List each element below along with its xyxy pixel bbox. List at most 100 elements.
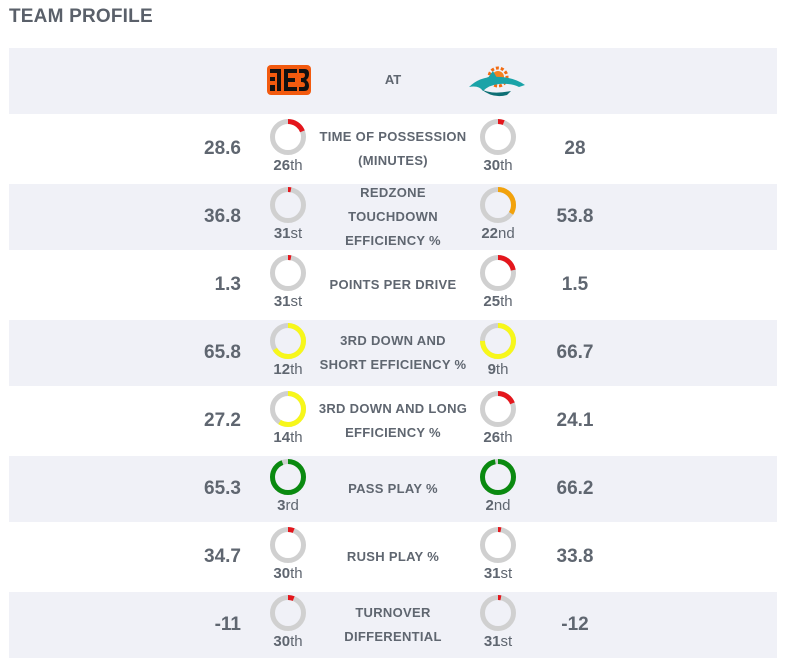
ring-fill [480, 323, 516, 359]
rank-suffix: st [500, 565, 513, 582]
home-stat-value: 24.1 [556, 410, 594, 431]
stat-label-text: REDZONE TOUCHDOWN EFFICIENCY % [345, 185, 441, 248]
stat-label-text: TURNOVER DIFFERENTIAL [344, 605, 442, 644]
rank-number: 31 [483, 633, 501, 650]
away-rank: 14th [258, 429, 318, 446]
stat-row: 34.7 30th 33.8 31st RUSH PLAY % [9, 524, 777, 592]
rank-suffix: th [500, 429, 513, 446]
rank-suffix: nd [498, 225, 515, 242]
stat-label: 3RD DOWN AND SHORT EFFICIENCY % [316, 320, 470, 386]
away-stat-value: 34.7 [204, 546, 241, 567]
home-rank: 31st [468, 565, 528, 582]
away-rank-ring [270, 255, 306, 291]
stat-label: POINTS PER DRIVE [316, 252, 470, 318]
ring-track [270, 255, 306, 291]
away-stat-value: 1.3 [214, 274, 241, 295]
rank-suffix: th [500, 157, 513, 174]
stat-label: 3RD DOWN AND LONG EFFICIENCY % [316, 388, 470, 454]
away-stat-value: 28.6 [204, 138, 241, 159]
stat-label: TURNOVER DIFFERENTIAL [316, 592, 470, 658]
rank-number: 26 [483, 429, 501, 446]
rank-number: 26 [273, 157, 291, 174]
away-rank: 30th [258, 565, 318, 582]
rank-number: 12 [273, 361, 291, 378]
dolphins-logo[interactable] [467, 65, 529, 104]
home-rank-ring [480, 119, 516, 155]
away-stat-value: 65.8 [204, 342, 241, 363]
ring-fill [480, 255, 516, 291]
ring-fill [480, 459, 516, 495]
home-rank-ring [480, 255, 516, 291]
stat-row: 65.3 3rd 66.2 2nd PASS PLAY % [9, 456, 777, 524]
rank-number: 22 [481, 225, 498, 242]
ring-track [480, 119, 516, 155]
home-stat-value: -12 [561, 614, 589, 635]
home-rank: 30th [468, 157, 528, 174]
ring-fill [480, 595, 516, 631]
home-stat-value: 1.5 [561, 274, 589, 295]
ring-fill [270, 323, 306, 359]
home-rank-ring [480, 187, 516, 223]
stat-label: TIME OF POSSESSION (MINUTES) [316, 116, 470, 182]
away-rank: 26th [258, 157, 318, 174]
away-rank-ring [270, 391, 306, 427]
away-rank: 12th [258, 361, 318, 378]
home-rank-ring [480, 323, 516, 359]
away-rank-ring [270, 187, 306, 223]
ring-fill [480, 527, 516, 563]
home-rank-ring [480, 527, 516, 563]
rank-number: 31 [483, 565, 501, 582]
away-rank-ring [270, 459, 306, 495]
rank-number: 14 [273, 429, 291, 446]
stat-label-text: 3RD DOWN AND SHORT EFFICIENCY % [319, 333, 467, 372]
rank-suffix: th [290, 361, 303, 378]
away-stat-value: 36.8 [204, 206, 241, 227]
rank-number: 30 [273, 633, 291, 650]
away-rank-ring [270, 527, 306, 563]
ring-track [480, 527, 516, 563]
stat-label-text: 3RD DOWN AND LONG EFFICIENCY % [318, 401, 468, 440]
ring-track [270, 527, 306, 563]
away-stat-value: 65.3 [204, 478, 241, 499]
home-rank-ring [480, 391, 516, 427]
stat-row: 27.2 14th 24.1 26th 3RD DOWN AND LONG EFFICI… [9, 388, 777, 456]
ring-track [480, 595, 516, 631]
stat-label: RUSH PLAY % [316, 524, 470, 590]
stat-label-text: RUSH PLAY % [346, 549, 440, 564]
ring-fill [270, 187, 306, 223]
away-rank: 30th [258, 633, 318, 650]
rank-suffix: th [500, 293, 513, 310]
stat-row: 28.6 26th 28 30th TIME OF POSSESSION (MINUTE… [9, 116, 777, 184]
home-rank: 9th [468, 361, 528, 378]
home-stat-value: 53.8 [556, 206, 594, 227]
ring-track [270, 187, 306, 223]
bengals-logo[interactable] [267, 65, 311, 100]
rank-suffix: th [495, 361, 509, 378]
stat-row: 1.3 31st 1.5 25th POINTS PER DRIVE [9, 252, 777, 320]
rank-number: 2 [485, 497, 494, 514]
ring-fill [270, 595, 306, 631]
home-rank-ring [480, 459, 516, 495]
home-rank: 22nd [468, 225, 528, 242]
rank-suffix: rd [285, 497, 299, 514]
home-rank: 2nd [468, 497, 528, 514]
away-rank-ring [270, 323, 306, 359]
section-title: TEAM PROFILE [9, 6, 153, 27]
rank-suffix: th [290, 633, 303, 650]
ring-fill [270, 459, 306, 495]
rank-suffix: st [500, 633, 513, 650]
stat-row: -11 30th -12 31st TURNOVER DIFFERENTIAL [9, 592, 777, 660]
home-stat-value: 28 [564, 138, 586, 159]
rank-number: 25 [483, 293, 501, 310]
away-rank-ring [270, 119, 306, 155]
ring-fill [270, 391, 306, 427]
rank-number: 30 [273, 565, 291, 582]
stat-label: PASS PLAY % [316, 456, 470, 522]
rank-number: 31 [273, 293, 291, 310]
away-rank: 3rd [258, 497, 318, 514]
away-rank: 31st [258, 225, 318, 242]
home-stat-value: 66.2 [556, 478, 594, 499]
ring-fill [270, 119, 306, 155]
stat-rows: 28.6 26th 28 30th TIME OF POSSESSION (MINUTE… [9, 116, 777, 660]
home-rank: 25th [468, 293, 528, 310]
